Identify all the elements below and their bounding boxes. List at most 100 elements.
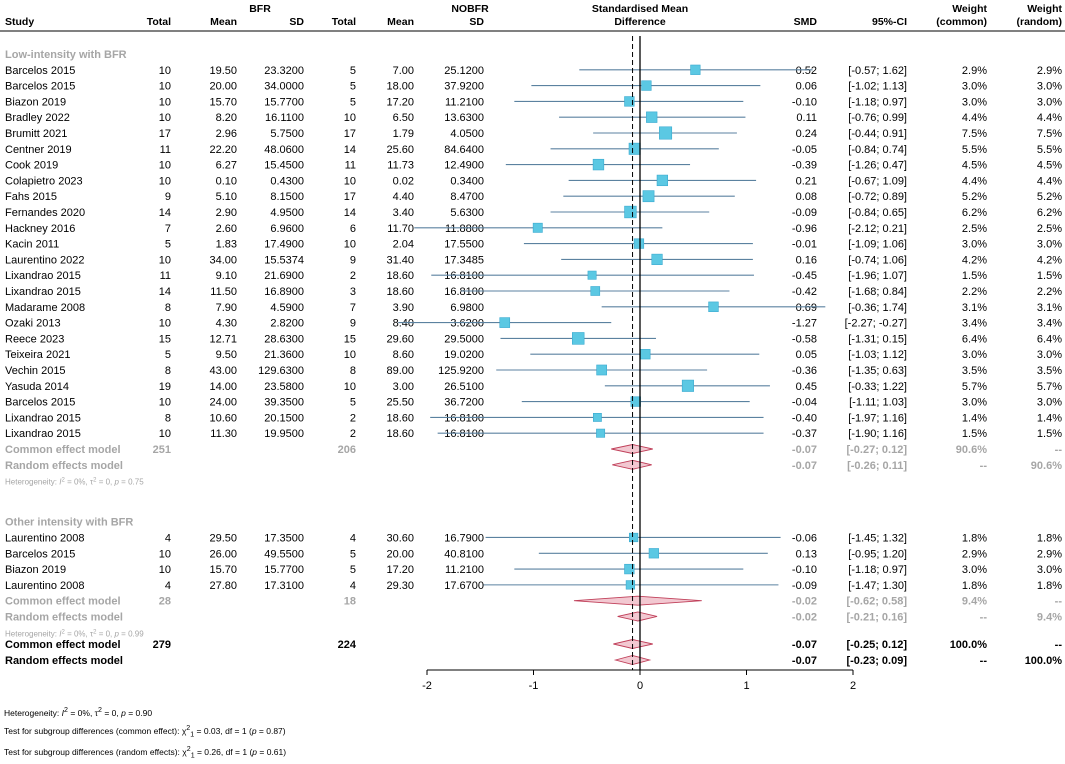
effect-square: [708, 301, 719, 312]
smd-value: -0.09: [792, 207, 817, 219]
smd-value: -0.10: [792, 96, 817, 108]
x-axis-tick-label: 0: [637, 680, 643, 692]
nobfr-total: 4: [350, 532, 356, 544]
nobfr-sd: 17.3485: [444, 254, 484, 266]
effect-square: [690, 64, 701, 75]
subgroup-common-weight-random: --: [1055, 596, 1063, 608]
header-nobfr-group: NOBFR: [451, 3, 489, 15]
forest-plot: BFR NOBFR Study Total Mean SD Total Mean SD Stand…: [0, 3, 1065, 692]
bfr-sd: 4.5900: [270, 302, 304, 314]
study-label: Brumitt 2021: [5, 128, 67, 140]
study-label: Reece 2023: [5, 333, 64, 345]
ci-value: [-1.31; 0.15]: [848, 333, 907, 345]
ci-value: [-0.84; 0.74]: [848, 144, 907, 156]
effect-square: [651, 253, 663, 265]
nobfr-mean: 29.30: [386, 580, 414, 592]
bfr-sd: 15.4500: [264, 160, 304, 172]
bfr-total: 5: [165, 349, 171, 361]
bfr-total: 8: [165, 412, 171, 424]
nobfr-total: 15: [344, 333, 356, 345]
nobfr-total: 10: [344, 239, 356, 251]
ci-value: [-1.47; 1.30]: [848, 580, 907, 592]
heterogeneity-part: = 0.75: [119, 478, 144, 487]
weight-common: 1.8%: [962, 532, 987, 544]
nobfr-mean: 30.60: [386, 532, 414, 544]
weight-common: 6.4%: [962, 333, 987, 345]
study-label: Barcelos 2015: [5, 548, 75, 560]
weight-random: 3.1%: [1037, 302, 1062, 314]
weight-random: 1.8%: [1037, 580, 1062, 592]
study-label: Lixandrao 2015: [5, 412, 81, 424]
bfr-sd: 16.1100: [265, 112, 304, 124]
bfr-sd: 21.6900: [264, 270, 304, 282]
subgroup-random-weight-random: 9.4%: [1037, 611, 1062, 623]
nobfr-mean: 4.40: [393, 191, 414, 203]
bfr-total: 10: [159, 65, 171, 77]
bfr-sd: 5.7500: [270, 128, 304, 140]
nobfr-total: 5: [350, 564, 356, 576]
weight-common: 2.2%: [962, 286, 987, 298]
header-weight-common-sub: (common): [936, 16, 987, 28]
bfr-total: 10: [159, 175, 171, 187]
study-label: Barcelos 2015: [5, 397, 75, 409]
weight-common: 1.5%: [962, 428, 987, 440]
overall-heterogeneity-note: Heterogeneity: I2 = 0%, τ2 = 0, p = 0.90: [4, 706, 153, 718]
subgroup-heterogeneity: Heterogeneity: I2 = 0%, τ2 = 0, p = 0.75: [5, 478, 144, 487]
study-label: Barcelos 2015: [5, 81, 75, 93]
bfr-sd: 19.9500: [264, 428, 304, 440]
nobfr-total: 5: [350, 397, 356, 409]
smd-value: -0.06: [792, 532, 817, 544]
nobfr-sd: 19.0200: [444, 349, 484, 361]
nobfr-total: 2: [350, 412, 356, 424]
heterogeneity-part: Heterogeneity:: [5, 478, 59, 487]
nobfr-mean: 7.00: [393, 65, 414, 77]
effect-square: [499, 317, 511, 328]
study-label: Lixandrao 2015: [5, 270, 81, 282]
weight-random: 1.5%: [1037, 270, 1062, 282]
weight-random: 3.4%: [1037, 318, 1062, 330]
ci-value: [-2.12; 0.21]: [848, 223, 907, 235]
effect-square: [641, 80, 652, 91]
nobfr-total: 14: [344, 207, 356, 219]
smd-value: -1.27: [792, 318, 817, 330]
weight-common: 3.0%: [962, 349, 987, 361]
header-weight-random-sub: (random): [1017, 16, 1063, 28]
nobfr-total: 5: [350, 96, 356, 108]
weight-common: 1.5%: [962, 270, 987, 282]
nobfr-sd: 36.7200: [444, 397, 484, 409]
ci-value: [-0.72; 0.89]: [848, 191, 907, 203]
bfr-total: 11: [160, 270, 171, 282]
subgroup-common-diamond: [611, 444, 653, 454]
bfr-sd: 17.4900: [264, 239, 304, 251]
ci-value: [-1.35; 0.63]: [848, 365, 907, 377]
smd-value: -0.58: [792, 333, 817, 345]
ci-value: [-0.36; 1.74]: [848, 302, 907, 314]
bfr-sd: 49.5500: [264, 548, 304, 560]
nobfr-sd: 8.4700: [450, 191, 484, 203]
nobfr-mean: 8.40: [393, 318, 414, 330]
bfr-mean: 15.70: [209, 96, 237, 108]
effect-square: [624, 563, 635, 575]
study-label: Lixandrao 2015: [5, 286, 81, 298]
bfr-total: 10: [159, 318, 171, 330]
smd-value: -0.37: [792, 428, 817, 440]
header-bfr-mean: Mean: [210, 16, 237, 28]
nobfr-total: 9: [350, 318, 356, 330]
bfr-sd: 4.9500: [270, 207, 304, 219]
effect-square: [681, 379, 694, 392]
bfr-mean: 8.20: [216, 112, 237, 124]
nobfr-mean: 3.90: [393, 302, 414, 314]
bfr-total: 17: [159, 128, 171, 140]
nobfr-mean: 18.00: [386, 81, 414, 93]
bfr-total: 10: [159, 81, 171, 93]
heterogeneity-part: 2: [62, 478, 66, 484]
smd-value: -0.05: [792, 144, 817, 156]
heterogeneity-part: τ: [90, 629, 94, 638]
nobfr-total: 10: [344, 175, 356, 187]
bfr-mean: 2.60: [216, 223, 237, 235]
nobfr-sd: 11.2100: [445, 96, 484, 108]
smd-value: -0.10: [792, 564, 817, 576]
effect-square: [659, 126, 673, 140]
overall-common-nobfr-total: 224: [338, 639, 357, 651]
effect-square: [625, 580, 636, 590]
